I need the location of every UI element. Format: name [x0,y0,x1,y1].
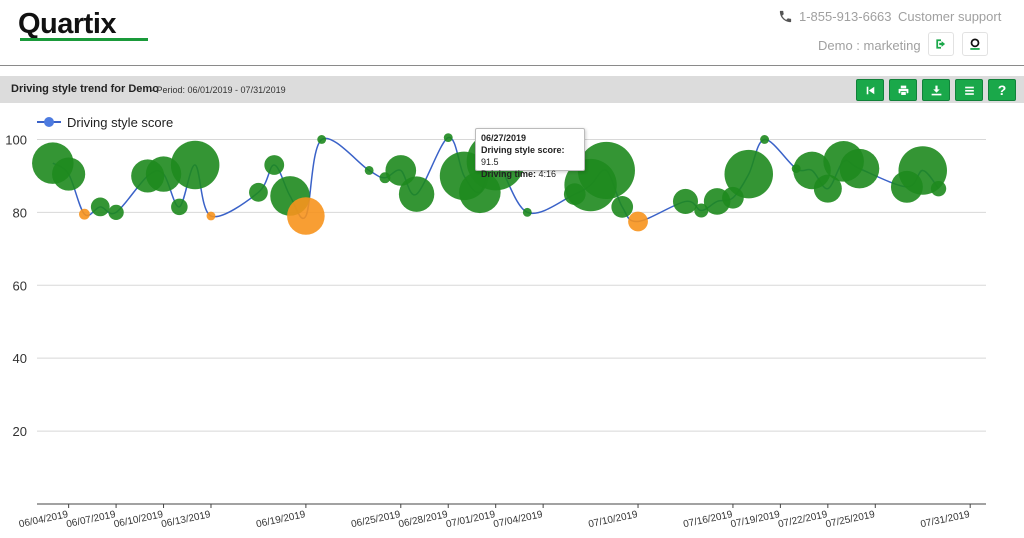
report-toolbar: Driving style trend for Demo - Period: 0… [0,76,1024,103]
tooltip-time: Driving time: 4:16 [481,168,579,180]
score-bubble[interactable] [108,204,124,221]
x-tick-label: 07/22/2019 [777,509,829,530]
tooltip-time-label: Driving time: [481,169,537,179]
download-button[interactable] [922,79,950,101]
menu-button[interactable] [955,79,983,101]
score-bubble[interactable] [287,197,325,235]
report-title: Driving style trend for Demo [11,83,159,95]
score-bubble[interactable] [398,176,435,212]
y-tick-label: 60 [13,278,27,293]
score-bubbles [32,132,947,235]
x-tick-label: 06/25/2019 [350,509,402,530]
y-tick-label: 40 [13,351,27,366]
tooltip-score-value: 91.5 [481,157,499,167]
help-button[interactable]: ? [988,79,1016,101]
score-bubble[interactable] [724,149,773,199]
phone-number[interactable]: 1-855-913-6663 [799,9,892,24]
score-bubble[interactable] [813,174,842,203]
x-tick-label: 06/28/2019 [398,509,450,530]
phone-icon [779,10,792,23]
report-period: - Period: 06/01/2019 - 07/31/2019 [151,85,286,95]
score-bubble[interactable] [760,135,769,144]
score-bubble[interactable] [694,203,709,218]
y-tick-label: 100 [5,132,27,147]
phone-contact: 1-855-913-6663 [778,9,892,24]
tooltip-score: Driving style score: 91.5 [481,144,579,168]
legend-label: Driving style score [67,115,173,130]
x-tick-label: 07/19/2019 [730,509,782,530]
x-tick-label: 07/16/2019 [682,509,734,530]
x-tick-label: 06/10/2019 [113,509,165,530]
x-tick-label: 07/25/2019 [825,509,877,530]
score-bubble[interactable] [364,166,374,175]
quartix-icon [970,38,980,50]
score-bubble[interactable] [611,196,634,218]
customer-support-link[interactable]: Customer support [898,9,1002,24]
score-bubble[interactable] [385,155,417,186]
x-tick-label: 07/10/2019 [587,509,639,530]
score-bubble[interactable] [317,135,327,144]
quartix-logo[interactable]: Quartix [18,8,117,40]
score-bubble[interactable] [839,148,880,189]
tooltip-time-value: 4:16 [538,169,557,179]
score-bubble[interactable] [522,207,532,217]
help-icon: ? [997,82,1007,98]
y-tick-label: 80 [13,205,27,220]
tooltip-date: 06/27/2019 [481,133,527,143]
x-tick-label: 07/01/2019 [445,509,497,530]
score-bubble[interactable] [628,211,648,232]
score-bubble[interactable] [443,133,453,143]
first-page-button[interactable] [856,79,884,101]
score-bubble[interactable] [79,208,90,220]
download-icon [931,85,941,95]
score-bubble[interactable] [90,197,110,217]
app-header: Quartix 1-855-913-6663 Customer support … [0,0,1024,66]
menu-icon [964,86,974,95]
x-tick-label: 07/31/2019 [920,509,972,530]
score-bubble[interactable] [249,182,268,202]
y-tick-label: 20 [13,424,27,439]
chart-legend[interactable]: Driving style score [37,115,173,130]
point-tooltip: 06/27/2019 Driving style score: 91.5 Dri… [475,128,585,179]
x-tick-label: 06/04/2019 [18,509,70,530]
legend-marker [44,117,54,127]
account-name: Demo : marketing [818,38,921,53]
logo-underline [20,38,148,41]
score-bubble[interactable] [930,181,947,197]
print-icon [898,85,908,96]
tooltip-score-label: Driving style score: [481,145,565,155]
quartix-app-button[interactable] [962,32,988,56]
x-tick-label: 06/19/2019 [255,509,307,530]
first-icon [866,86,874,94]
score-bubble[interactable] [264,155,285,175]
score-bubble[interactable] [206,211,216,221]
driving-style-chart: 20 40 60 80 100 06/04/201906/07/201906/10/201… [5,115,986,530]
score-bubble[interactable] [52,157,86,191]
logout-icon [936,39,946,49]
logout-button[interactable] [928,32,954,56]
score-bubble[interactable] [577,141,635,199]
x-tick-label: 06/13/2019 [160,509,212,530]
score-bubble[interactable] [171,198,188,216]
print-button[interactable] [889,79,917,101]
x-tick-label: 07/04/2019 [493,509,545,530]
score-bubble[interactable] [672,188,699,214]
score-bubble[interactable] [170,140,220,190]
x-tick-label: 06/07/2019 [65,509,117,530]
